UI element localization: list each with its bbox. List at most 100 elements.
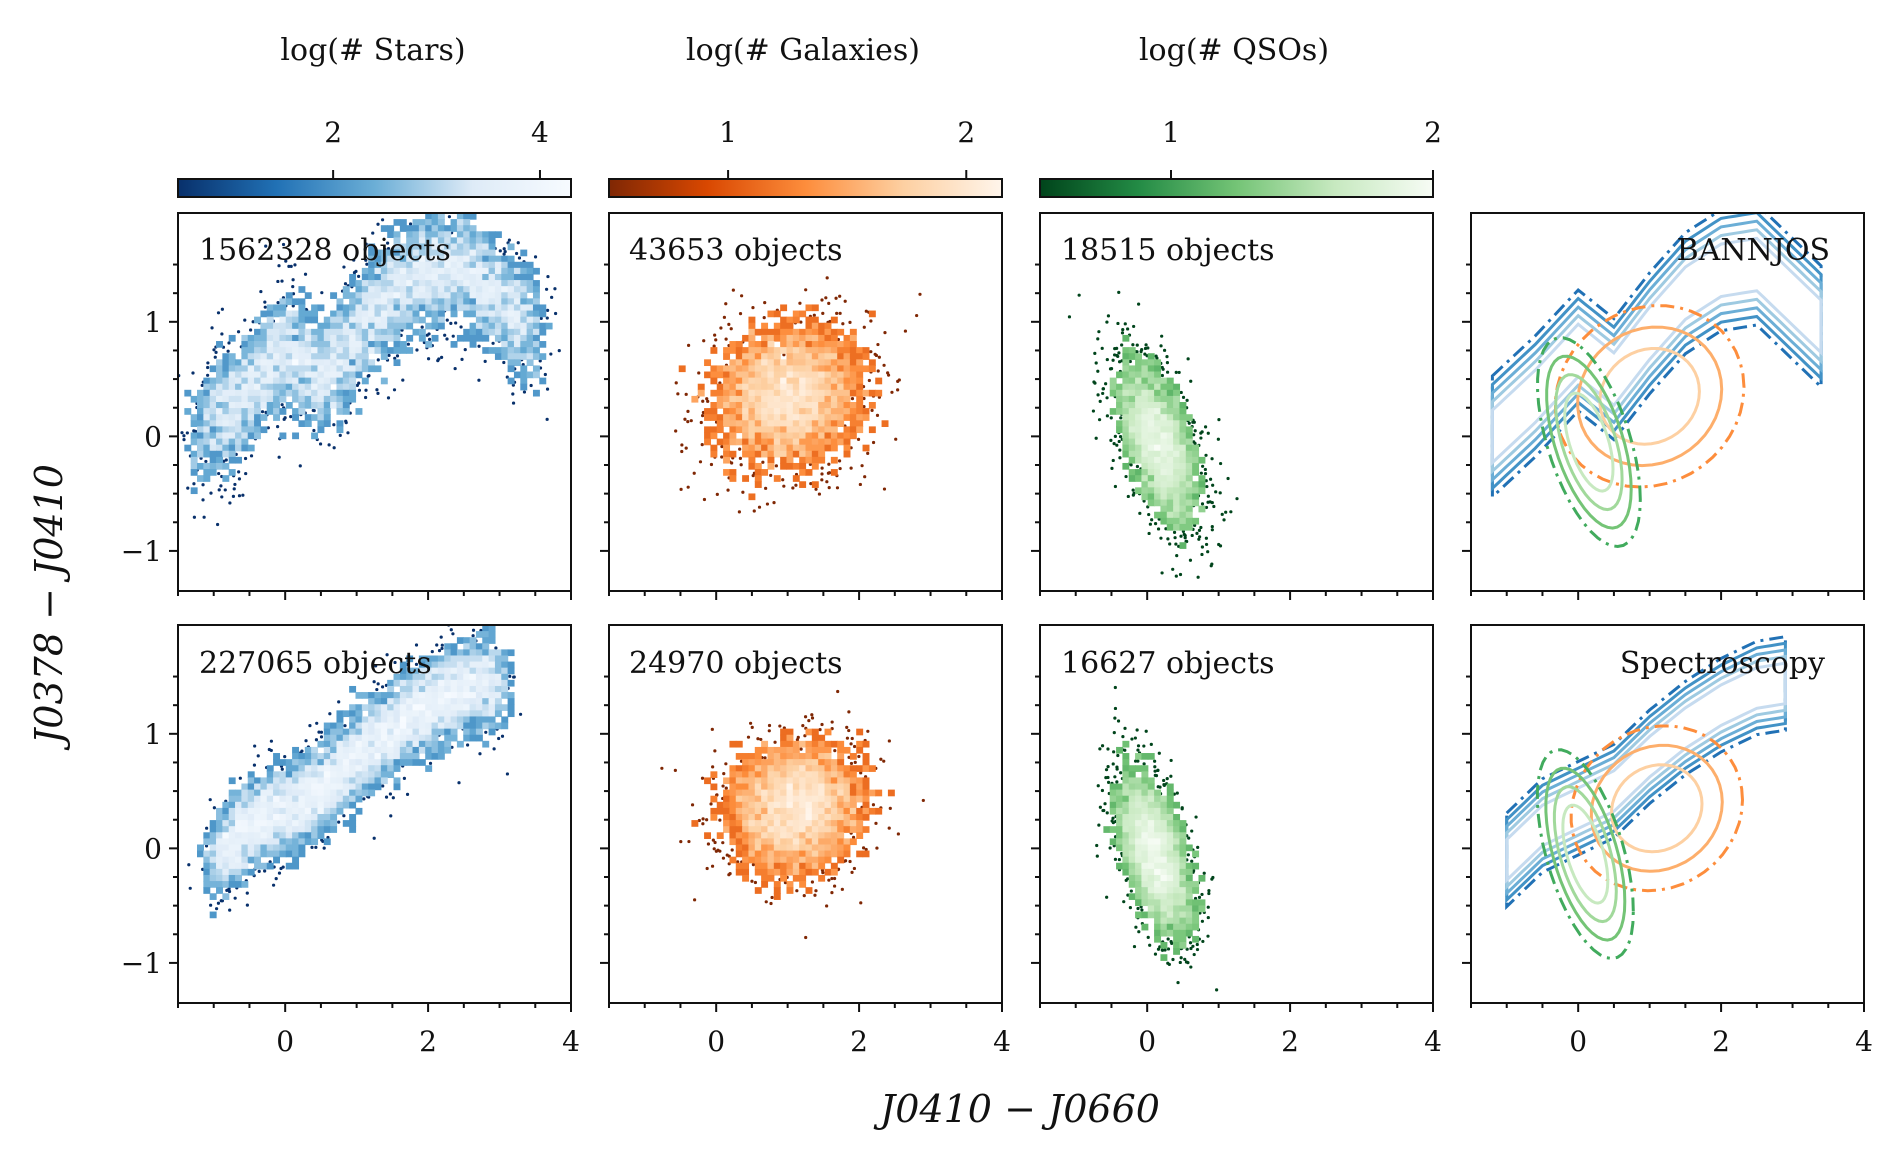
density-bin — [811, 316, 819, 324]
density-bin — [336, 377, 344, 385]
density-bin — [304, 334, 312, 342]
density-bin — [1179, 426, 1187, 434]
density-bin — [494, 661, 502, 669]
density-bin — [1192, 462, 1200, 470]
outlier-point — [709, 802, 713, 806]
density-bin — [837, 383, 845, 391]
outlier-point — [827, 471, 832, 475]
outlier-point — [1192, 433, 1196, 437]
outlier-point — [376, 222, 380, 226]
density-bin — [241, 402, 249, 409]
density-bin — [254, 838, 262, 846]
density-bin — [1160, 881, 1168, 888]
outlier-point — [1166, 370, 1170, 374]
density-bin — [1135, 795, 1143, 803]
density-bin — [716, 365, 724, 373]
density-bin — [1160, 801, 1168, 809]
outlier-point — [1116, 321, 1120, 326]
density-bin — [1141, 402, 1149, 409]
density-bin — [241, 414, 249, 421]
outlier-point — [848, 320, 852, 325]
density-bin — [742, 444, 750, 452]
density-bin — [431, 273, 439, 281]
density-bin — [811, 371, 819, 379]
density-bin — [513, 304, 521, 312]
density-bin — [406, 280, 414, 287]
density-bin — [298, 777, 306, 785]
outlier-point — [214, 350, 218, 354]
outlier-point — [1226, 476, 1230, 481]
density-bin — [380, 710, 388, 718]
density-bin — [526, 310, 534, 318]
density-bin — [1154, 874, 1162, 882]
density-bin — [1147, 408, 1155, 415]
density-bin — [304, 771, 312, 779]
density-bin — [532, 322, 540, 330]
density-bin — [209, 881, 217, 888]
density-bin — [406, 231, 414, 238]
density-bin — [799, 347, 807, 354]
density-bin — [773, 432, 781, 440]
density-bin — [811, 820, 819, 827]
density-bin — [837, 838, 845, 846]
density-bin — [456, 225, 464, 232]
density-bin — [811, 759, 819, 766]
density-bin — [805, 771, 813, 779]
density-bin — [260, 334, 268, 342]
outlier-point — [414, 662, 419, 666]
density-bin — [203, 881, 211, 888]
outlier-point — [1113, 484, 1118, 489]
density-bin — [1173, 408, 1181, 415]
density-bin — [780, 414, 788, 421]
outlier-point — [769, 473, 773, 477]
density-bin — [399, 341, 407, 348]
density-bin — [1166, 499, 1174, 507]
density-bin — [1166, 905, 1174, 913]
contour-stars-level-4 — [1505, 661, 1787, 884]
density-bin — [856, 795, 864, 803]
density-bin — [1154, 789, 1162, 797]
density-bin — [868, 789, 876, 797]
density-bin — [349, 820, 357, 827]
density-bin — [323, 814, 331, 821]
density-bin — [298, 334, 306, 342]
density-bin — [488, 679, 496, 687]
density-bin — [298, 298, 306, 306]
density-bin — [811, 795, 819, 803]
density-bin — [494, 273, 502, 281]
outlier-point — [224, 458, 228, 462]
density-bin — [1141, 826, 1149, 833]
density-bin — [818, 826, 826, 833]
density-bin — [368, 692, 376, 699]
density-bin — [349, 728, 357, 736]
outlier-point — [1113, 706, 1118, 711]
density-bin — [773, 402, 781, 409]
density-bin — [260, 862, 268, 870]
density-bin — [735, 438, 743, 446]
density-bin — [235, 444, 242, 452]
colorbar-stars-ticklabel-2: 2 — [324, 116, 342, 149]
density-bin — [507, 710, 515, 718]
density-bin — [355, 716, 363, 724]
outlier-point — [1206, 494, 1210, 498]
density-bin — [767, 328, 775, 336]
density-bin — [203, 414, 211, 421]
density-bin — [361, 347, 369, 354]
density-bin — [792, 838, 800, 846]
density-bin — [469, 655, 477, 663]
density-bin — [323, 771, 331, 779]
density-bin — [792, 347, 800, 354]
density-bin — [1147, 874, 1155, 882]
density-bin — [387, 310, 395, 318]
density-bin — [279, 353, 287, 360]
density-bin — [824, 402, 832, 409]
density-bin — [1116, 844, 1124, 852]
density-bin — [830, 456, 838, 464]
density-bin — [330, 722, 338, 730]
density-bin — [488, 243, 496, 251]
density-bin — [1192, 881, 1200, 888]
density-bin — [475, 280, 483, 287]
density-bin — [754, 432, 762, 440]
density-bin — [830, 850, 838, 858]
density-bin — [735, 868, 743, 876]
